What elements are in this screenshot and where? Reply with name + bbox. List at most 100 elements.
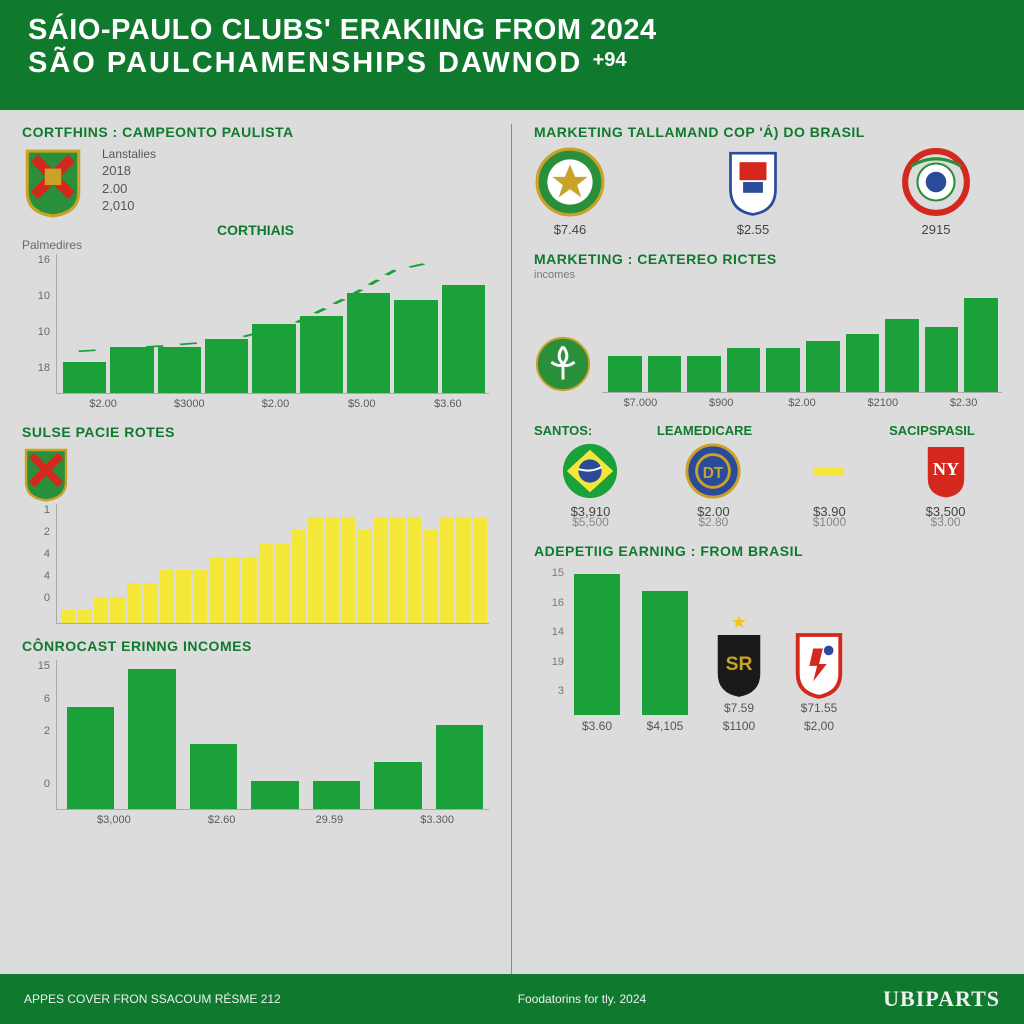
rpanel2-xaxis: $7.000$900$2.00$2100$2.30 xyxy=(534,397,1002,409)
santos-crests: DT NY xyxy=(534,442,1002,500)
club-c-crest-icon xyxy=(900,146,972,218)
rpanel2-sub: incomes xyxy=(534,269,1002,281)
xtick: $900 xyxy=(683,397,760,409)
header-badge: +94 xyxy=(593,49,627,72)
bar xyxy=(94,597,108,623)
xtick: 29.59 xyxy=(278,814,382,826)
panel1-legend: Lanstalies 2018 2.00 2,010 xyxy=(102,146,156,215)
panel3-title: CÔNROCAST ERINNG INCOMES xyxy=(22,638,489,654)
club-b-crest-icon xyxy=(717,146,789,218)
bar xyxy=(205,339,248,393)
yellow-bar-icon xyxy=(814,468,844,476)
bar xyxy=(390,517,404,623)
bar xyxy=(473,517,487,623)
panel3-xaxis: $3,000$2.6029.59$3.300 xyxy=(22,814,489,826)
bar xyxy=(846,334,880,392)
santos-h2 xyxy=(780,423,879,438)
bar xyxy=(357,530,371,623)
panel-sulse: SULSE PACIE ROTES 1 2 4 4 0 xyxy=(22,424,489,624)
footer-bar: APPES COVER FRON SSACOUM RÉSME 212 Fooda… xyxy=(0,974,1024,1024)
xtick: $2.00 xyxy=(234,398,316,410)
xtick: $2.60 xyxy=(170,814,274,826)
bar xyxy=(648,356,682,392)
legend-item-2: 2,010 xyxy=(102,197,156,215)
bar xyxy=(226,557,240,623)
panel1-title: CORTFHINS : CAMPEONTO PAULISTA xyxy=(22,124,489,140)
panel1-chart-title: CORTHIAIS xyxy=(22,222,489,238)
bar xyxy=(440,517,454,623)
blue-circle-icon: DT xyxy=(684,442,742,500)
legend-label: Lanstalies xyxy=(102,146,156,162)
panel2-title: SULSE PACIE ROTES xyxy=(22,424,489,440)
bar xyxy=(158,347,201,393)
bar xyxy=(127,583,141,623)
santos-header: SANTOS: LEAMEDICARE SACIPSPASIL xyxy=(534,423,1002,438)
rpanel4-yaxis: 15 16 14 19 3 xyxy=(534,567,564,697)
panel1-xaxis: $2.00$3000$2.00$5.00$3.60 xyxy=(22,398,489,410)
bar xyxy=(766,348,800,392)
svg-text:SR: SR xyxy=(726,654,753,675)
panel-conrocast: CÔNROCAST ERINNG INCOMES 15 6 2 0 $3,000… xyxy=(22,638,489,826)
legend-item-1: 2.00 xyxy=(102,180,156,198)
rpanel4-title: ADEPETIIG EARNING : FROM BRASIL xyxy=(534,543,1002,559)
panel1-plot xyxy=(56,254,489,394)
panel2-yaxis: 1 2 4 4 0 xyxy=(22,504,56,624)
bar xyxy=(110,597,124,623)
panel-marketing-rictes: MARKETING : CEATEREO RICTES incomes $7.0… xyxy=(534,251,1002,409)
bar xyxy=(341,517,355,623)
bar xyxy=(407,517,421,623)
panel1-crest-row: Lanstalies 2018 2.00 2,010 xyxy=(22,146,489,218)
svg-text:NY: NY xyxy=(932,459,958,479)
rpanel1-clubrow: $7.46 $2.55 2915 xyxy=(534,146,1002,237)
xtick: $2.30 xyxy=(925,397,1002,409)
palmeiras-crest-icon xyxy=(22,146,84,218)
bar xyxy=(925,327,959,392)
bar xyxy=(436,725,483,809)
red-runner-icon xyxy=(790,629,848,699)
panel2-crest-icon xyxy=(22,446,70,502)
club-c: 2915 xyxy=(900,146,972,237)
bar xyxy=(394,300,437,393)
panel2-chart: 1 2 4 4 0 xyxy=(22,504,489,624)
bar xyxy=(209,557,223,623)
panel3-yaxis: 15 6 2 0 xyxy=(22,660,56,810)
rpanel2-chart xyxy=(602,283,1002,393)
xtick: $3.300 xyxy=(385,814,489,826)
bar xyxy=(259,544,273,623)
bar xyxy=(456,517,470,623)
xtick: $3000 xyxy=(148,398,230,410)
bar xyxy=(300,316,343,393)
header-line1: SÁIO-PAULO CLUBS' ERAKIING FROM 2024 xyxy=(28,14,996,47)
xtick: $3.60 xyxy=(407,398,489,410)
header-line2: SÃO PAULCHAMENSHIPS DAWNOD xyxy=(28,47,582,79)
bar xyxy=(160,570,174,623)
xtick: $2.00 xyxy=(764,397,841,409)
panel3-chart: 15 6 2 0 xyxy=(22,660,489,810)
xtick: $2.00 xyxy=(62,398,144,410)
left-column: CORTFHINS : CAMPEONTO PAULISTA Lanstalie… xyxy=(0,124,512,974)
panel-campeonto: CORTFHINS : CAMPEONTO PAULISTA Lanstalie… xyxy=(22,124,489,410)
bar xyxy=(642,591,688,715)
santos-h0: SANTOS: xyxy=(534,423,647,438)
santos-h1: LEAMEDICARE xyxy=(657,423,770,438)
bar xyxy=(687,356,721,392)
brazil-flag-icon xyxy=(561,442,619,500)
santos-vals2: $5,500 $2.80 $1000 $3.00 xyxy=(534,515,1002,529)
rpanel2-plot xyxy=(602,283,1002,393)
rpanel1-title: MARKETING TALLAMAND COP 'Á) DO BRASIL xyxy=(534,124,1002,140)
bar xyxy=(275,544,289,623)
panel-marketing-cop: MARKETING TALLAMAND COP 'Á) DO BRASIL $7… xyxy=(534,124,1002,237)
rpanel4-mix: ★SR$7.59$71.55 xyxy=(534,565,1002,715)
bar xyxy=(374,517,388,623)
bar xyxy=(110,347,153,393)
panel2-plot xyxy=(56,504,489,624)
panel-santos: SANTOS: LEAMEDICARE SACIPSPASIL DT NY $3… xyxy=(534,423,1002,529)
club-a-crest-icon xyxy=(534,146,606,218)
sr-black-icon: SR xyxy=(710,629,768,699)
club-c-val: 2915 xyxy=(900,222,972,237)
panel1-yaxis: 16 10 10 18 xyxy=(22,254,56,394)
bar xyxy=(442,285,485,393)
footer-brand: UBIPARTS xyxy=(883,986,1000,1012)
bar xyxy=(347,293,390,393)
footer-mid: Foodatorins for tly. 2024 xyxy=(518,992,647,1006)
